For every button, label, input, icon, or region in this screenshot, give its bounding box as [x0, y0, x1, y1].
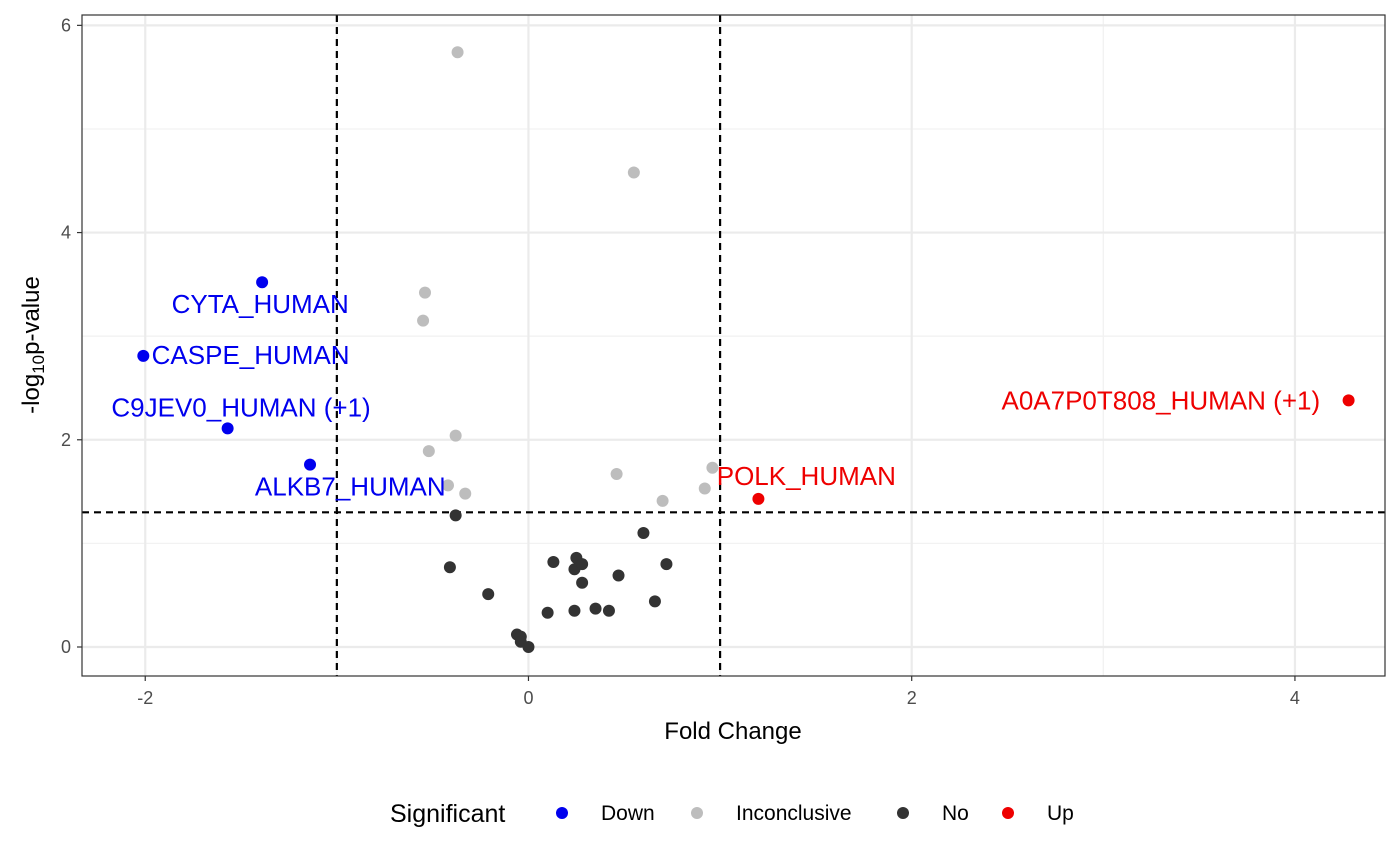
y-axis-title: -log10p-value — [18, 276, 48, 414]
point-up — [752, 492, 765, 505]
point-no — [522, 640, 535, 653]
threshold-lines — [82, 15, 1385, 676]
x-tick-label: -2 — [137, 688, 153, 708]
y-tick-label: 2 — [61, 430, 71, 450]
point-no — [449, 509, 462, 522]
point-down — [137, 349, 150, 362]
y-axis-title-tail: p-value — [18, 276, 45, 355]
legend-key-down — [556, 807, 568, 819]
point-label: POLK_HUMAN — [717, 461, 896, 491]
point-no — [576, 576, 589, 589]
point-down — [304, 458, 317, 471]
x-axis-title: Fold Change — [664, 718, 801, 745]
y-axis-title-subscript: 10 — [29, 355, 48, 374]
legend-label-inconclusive: Inconclusive — [736, 802, 852, 825]
point-no — [443, 561, 456, 574]
point-inconclusive — [449, 429, 462, 442]
point-label: C9JEV0_HUMAN (+1) — [111, 393, 370, 423]
point-label: A0A7P0T808_HUMAN (+1) — [1001, 385, 1320, 415]
point-inconclusive — [656, 494, 669, 507]
point-inconclusive — [441, 479, 454, 492]
legend-label-up: Up — [1047, 802, 1074, 825]
point-label: CASPE_HUMAN — [152, 340, 350, 370]
data-points — [137, 46, 1355, 653]
point-no — [547, 556, 560, 569]
point-labels: CYTA_HUMAN CASPE_HUMAN C9JEV0_HUMAN (+1) AL… — [111, 289, 1320, 501]
point-no — [637, 527, 650, 540]
point-no — [541, 606, 554, 619]
point-inconclusive — [459, 487, 472, 500]
legend-title: Significant — [390, 800, 505, 828]
point-no — [648, 595, 661, 608]
point-no — [482, 588, 495, 601]
point-down — [256, 276, 269, 289]
legend-label-down: Down — [601, 802, 655, 825]
point-inconclusive — [627, 166, 640, 179]
x-tick-label: 0 — [523, 688, 533, 708]
point-label: ALKB7_HUMAN — [255, 471, 446, 501]
point-inconclusive — [451, 46, 464, 59]
major-gridlines — [82, 15, 1385, 676]
legend: Significant Down Inconclusive No Up — [390, 800, 1074, 828]
point-inconclusive — [610, 467, 623, 480]
x-tick-label: 2 — [907, 688, 917, 708]
y-axis-title-main: -log — [18, 374, 45, 414]
point-no — [576, 558, 589, 571]
point-inconclusive — [422, 445, 435, 458]
point-inconclusive — [698, 482, 711, 495]
legend-items: Down Inconclusive No Up — [556, 802, 1074, 825]
point-no — [612, 569, 625, 582]
point-no — [602, 604, 615, 617]
point-no — [589, 602, 602, 615]
y-tick-label: 4 — [61, 223, 71, 243]
point-no — [660, 558, 673, 571]
point-inconclusive — [418, 286, 431, 299]
legend-key-inconclusive — [691, 807, 703, 819]
legend-label-no: No — [942, 802, 969, 825]
panel-border — [81, 14, 1386, 677]
legend-key-up — [1002, 807, 1014, 819]
x-axis: -2 0 2 4 — [137, 676, 1300, 708]
x-tick-label: 4 — [1290, 688, 1300, 708]
point-up — [1342, 394, 1355, 407]
y-tick-label: 6 — [61, 15, 71, 35]
point-no — [568, 604, 581, 617]
point-label: CYTA_HUMAN — [172, 289, 349, 319]
point-inconclusive — [417, 314, 430, 327]
point-inconclusive — [706, 461, 719, 474]
legend-key-no — [897, 807, 909, 819]
point-down — [221, 422, 234, 435]
y-tick-label: 0 — [61, 637, 71, 657]
y-axis: 0 2 4 6 — [61, 15, 82, 657]
